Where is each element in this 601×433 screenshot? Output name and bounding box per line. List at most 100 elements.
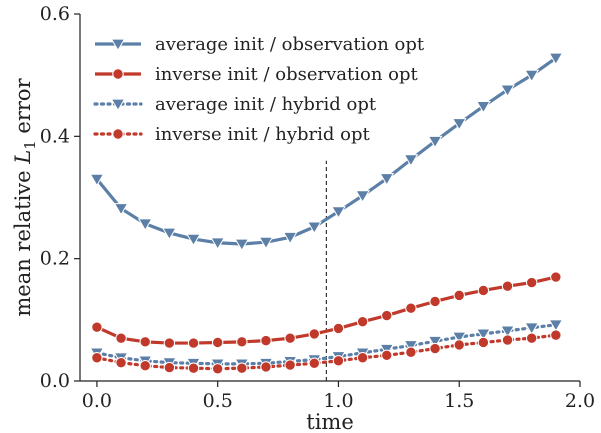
data-point — [332, 322, 345, 335]
y-tick-label: 0.6 — [40, 3, 70, 25]
series-2 — [91, 271, 562, 349]
data-point — [501, 334, 514, 346]
data-point — [524, 322, 540, 335]
data-point — [113, 203, 129, 216]
data-point — [550, 271, 562, 283]
x-axis-label: time — [306, 410, 354, 433]
y-axis-label-symbol: L — [11, 150, 35, 165]
data-point — [525, 276, 538, 289]
legend-label: average init / hybrid opt — [155, 94, 377, 115]
x-tick-label: 2.0 — [565, 390, 595, 412]
plot-area — [89, 52, 564, 381]
data-point — [500, 84, 515, 98]
data-point — [524, 69, 540, 83]
legend-item: inverse init / hybrid opt — [93, 124, 370, 145]
y-axis-label-subscript: 1 — [21, 140, 39, 150]
data-point — [451, 331, 467, 345]
data-point — [234, 238, 250, 252]
y-axis-label: mean relative L1 error — [11, 77, 39, 316]
x-tick-label: 1.0 — [323, 390, 353, 412]
data-point — [477, 284, 490, 297]
data-point — [161, 227, 177, 241]
y-axis-label-prefix: mean relative — [11, 164, 35, 317]
data-point — [550, 329, 562, 341]
legend-label: average init / observation opt — [155, 34, 425, 55]
y-axis-label-suffix: error — [11, 77, 35, 140]
data-point — [451, 118, 467, 131]
series-4 — [91, 329, 562, 375]
data-point — [548, 319, 564, 332]
data-point — [429, 342, 441, 355]
x-tick-label: 0.5 — [203, 390, 233, 412]
data-point — [284, 359, 296, 371]
y-tick-label: 0.0 — [40, 370, 70, 392]
data-point — [403, 340, 419, 353]
data-point — [137, 218, 153, 231]
data-point — [210, 237, 226, 250]
data-point — [476, 328, 491, 342]
data-point — [115, 356, 127, 369]
data-point — [548, 52, 564, 66]
data-point — [187, 362, 200, 374]
y-axis-ticks: 0.0 0.2 0.4 0.6 — [40, 3, 80, 392]
data-point — [403, 154, 419, 167]
data-point — [89, 173, 105, 187]
legend: average init / observation opt inverse in… — [93, 34, 425, 145]
data-point — [163, 337, 176, 349]
data-point — [405, 302, 417, 314]
legend-item: average init / observation opt — [95, 34, 425, 55]
data-point — [501, 280, 514, 292]
data-point — [332, 355, 345, 367]
data-point — [260, 361, 272, 373]
data-point — [236, 336, 248, 348]
data-point — [260, 334, 272, 347]
data-point — [427, 335, 443, 349]
data-point — [211, 336, 224, 349]
data-point — [356, 352, 369, 364]
data-point — [91, 352, 103, 364]
data-point — [453, 339, 465, 351]
legend-marker — [112, 128, 124, 140]
data-point — [405, 346, 417, 358]
data-point — [331, 206, 346, 219]
data-point — [379, 173, 395, 186]
legend-item: average init / hybrid opt — [93, 94, 377, 115]
series-1 — [89, 52, 564, 252]
legend-label: inverse init / observation opt — [155, 64, 418, 85]
data-point — [429, 295, 441, 308]
data-point — [500, 325, 515, 339]
data-point — [476, 100, 491, 114]
data-point — [477, 336, 490, 349]
data-point — [427, 135, 443, 149]
data-point — [211, 363, 224, 375]
y-tick-label: 0.4 — [40, 125, 70, 147]
data-point — [258, 236, 274, 250]
x-tick-label: 0.0 — [82, 390, 112, 412]
data-point — [381, 309, 393, 322]
data-point — [525, 332, 538, 344]
data-point — [308, 357, 320, 369]
data-point — [91, 321, 103, 333]
data-point — [381, 349, 393, 362]
data-point — [306, 221, 322, 235]
legend-marker — [110, 38, 126, 52]
data-point — [139, 360, 151, 372]
data-point — [187, 337, 200, 349]
x-axis-ticks: 0.0 0.5 1.0 1.5 2.0 — [82, 381, 595, 412]
x-tick-label: 1.5 — [444, 390, 474, 412]
data-point — [282, 231, 298, 245]
legend-label: inverse init / hybrid opt — [155, 124, 370, 145]
data-point — [355, 190, 370, 203]
data-point — [163, 361, 176, 374]
legend-item: inverse init / observation opt — [95, 64, 418, 85]
y-tick-label: 0.2 — [40, 248, 70, 270]
data-point — [186, 233, 201, 247]
data-point — [308, 328, 320, 340]
legend-marker — [112, 68, 124, 80]
data-point — [356, 315, 369, 328]
data-point — [284, 332, 296, 344]
data-point — [453, 289, 465, 302]
data-point — [115, 332, 127, 344]
legend-marker — [110, 98, 126, 112]
